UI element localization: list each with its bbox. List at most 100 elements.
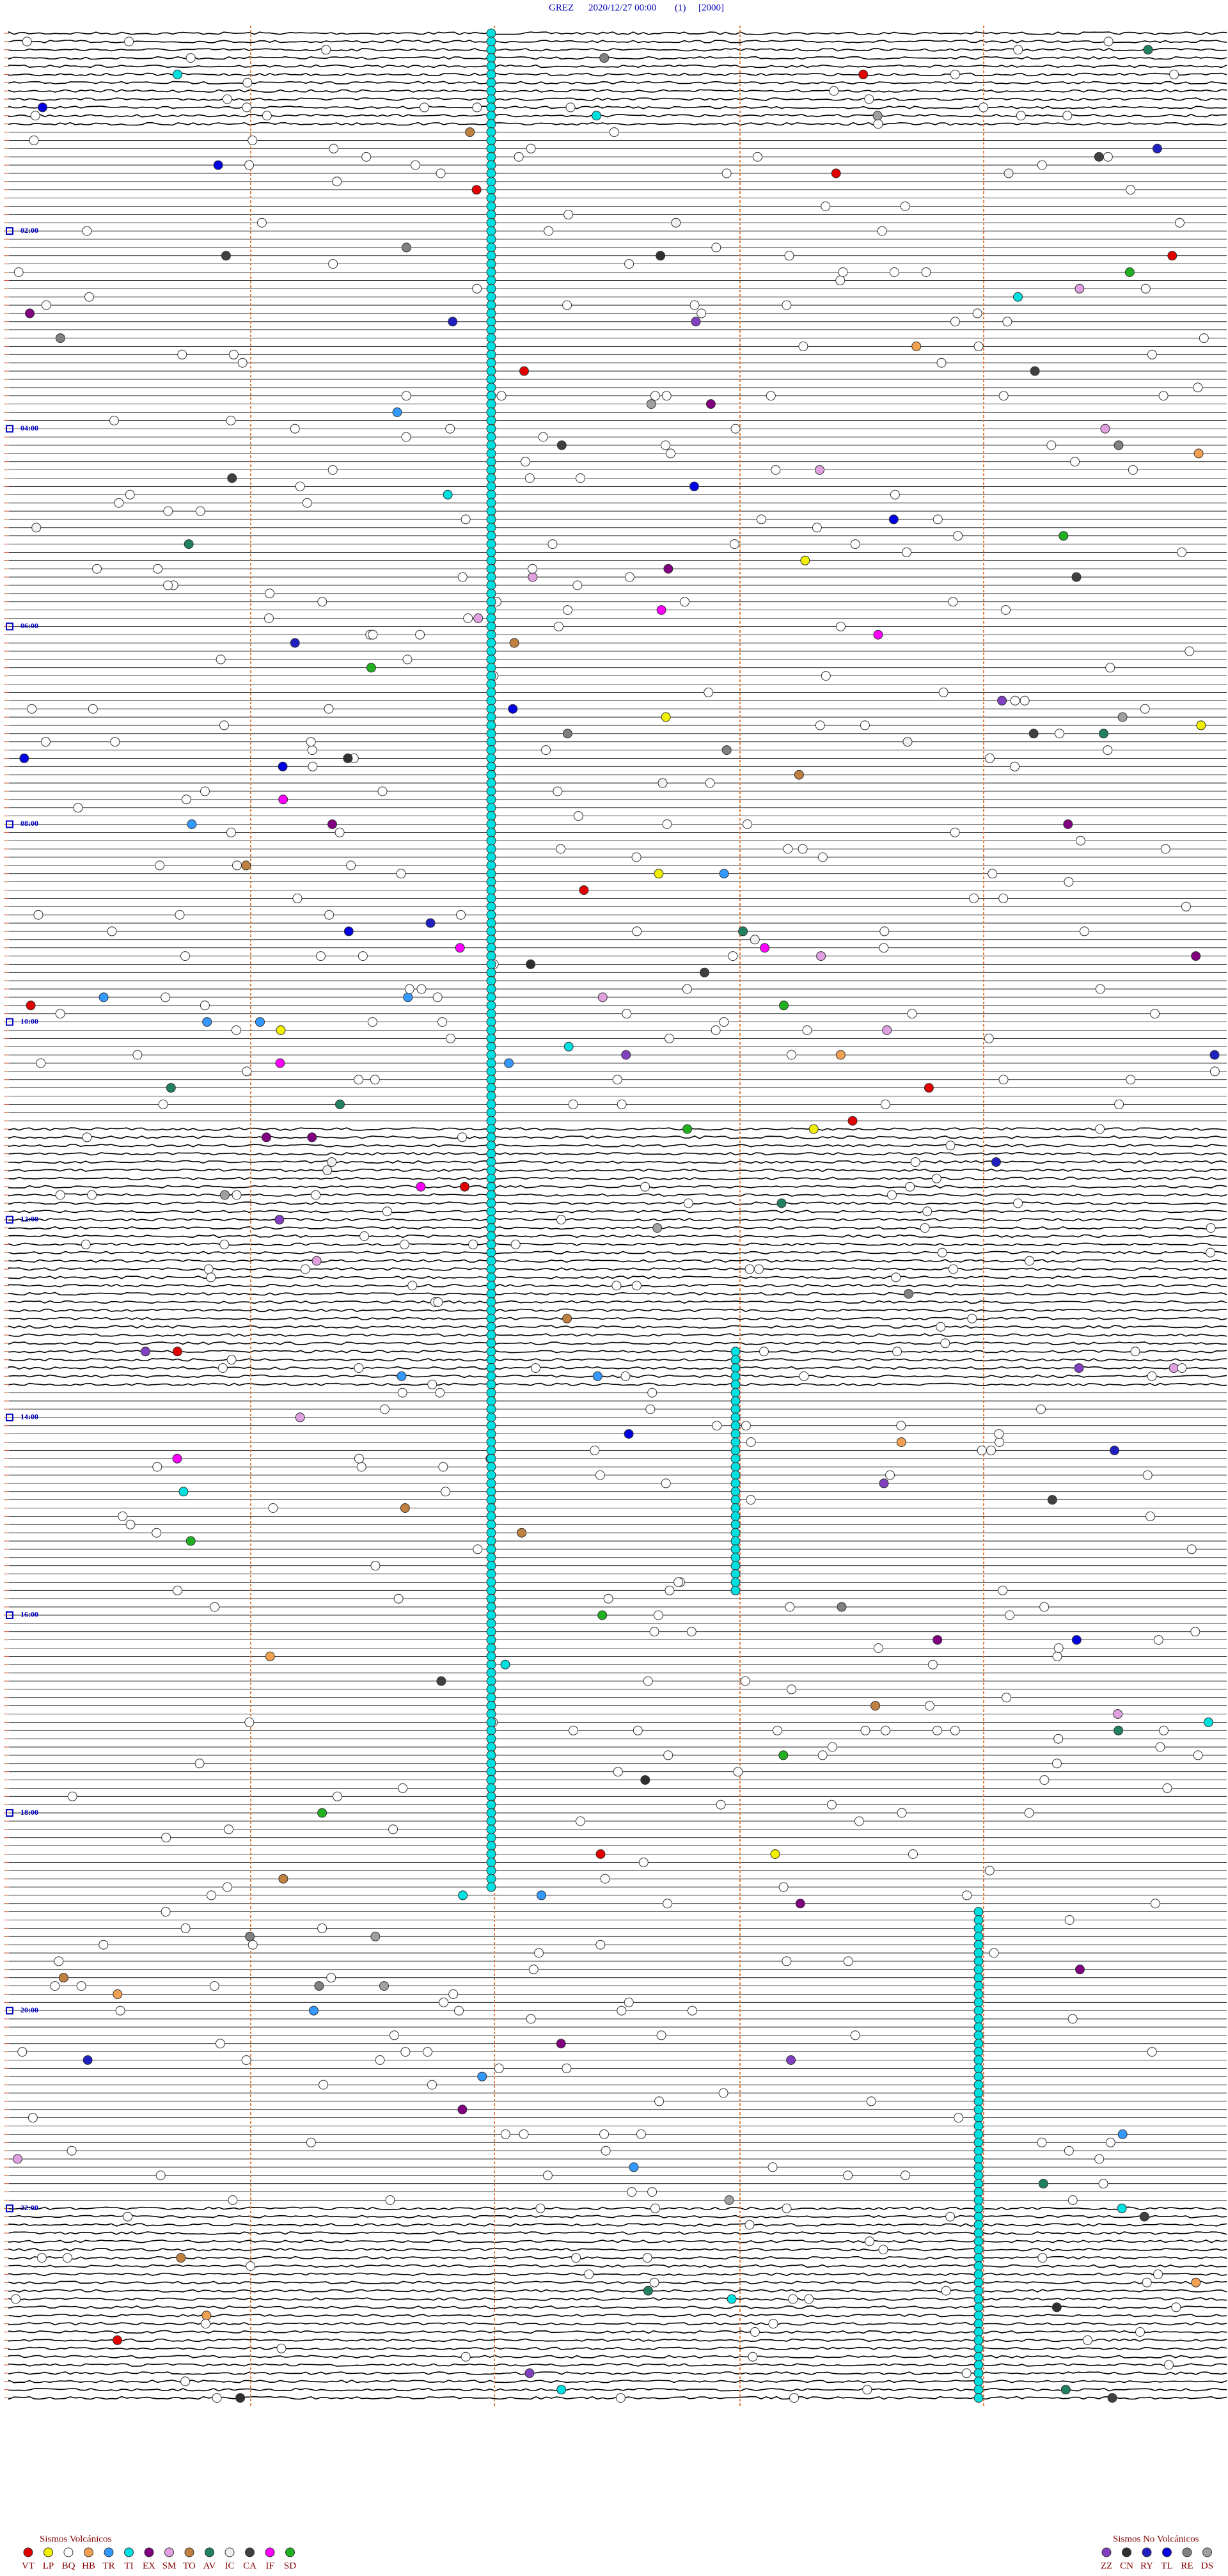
event (486, 119, 496, 129)
event (1155, 1742, 1165, 1752)
event (185, 1536, 196, 1546)
trace (8, 2240, 1227, 2243)
event (436, 1676, 446, 1686)
event (595, 1849, 606, 1859)
traces (4, 26, 1227, 2406)
event (1013, 1198, 1023, 1208)
event (486, 399, 496, 409)
event (114, 498, 124, 508)
event (398, 1783, 408, 1793)
event (973, 1973, 984, 1983)
event (665, 1585, 675, 1595)
event (815, 465, 824, 475)
event (356, 1462, 366, 1472)
event (486, 1190, 496, 1200)
event (486, 1725, 496, 1735)
event (1028, 729, 1039, 739)
event (486, 489, 496, 500)
event (486, 1041, 496, 1052)
event (382, 1206, 392, 1217)
event (460, 1181, 469, 1192)
event (486, 539, 496, 549)
event (457, 572, 468, 582)
event (486, 36, 496, 47)
event (931, 1173, 941, 1183)
event (445, 1033, 455, 1043)
event (486, 234, 496, 244)
event (622, 1009, 632, 1019)
event (1159, 1725, 1169, 1735)
event (1064, 1915, 1074, 1925)
trace (8, 1176, 1227, 1181)
event (486, 1066, 496, 1077)
event (435, 1387, 445, 1398)
event (486, 1272, 496, 1283)
trace (8, 2379, 1227, 2383)
event (226, 1355, 237, 1365)
event (908, 1849, 918, 1859)
trace (8, 81, 1227, 85)
event (921, 267, 931, 277)
event (901, 2170, 910, 2181)
event (691, 317, 701, 327)
event (73, 803, 83, 813)
legend-swatch (23, 2547, 33, 2557)
event (654, 869, 664, 879)
hour-marker (6, 1611, 13, 1619)
event (486, 1511, 496, 1521)
event (902, 737, 913, 747)
event (1024, 1808, 1034, 1818)
hour-marker (6, 2204, 13, 2213)
legend-swatch (184, 2547, 194, 2557)
event (656, 605, 666, 615)
event (486, 1173, 496, 1183)
event (329, 143, 339, 154)
event (1196, 720, 1206, 731)
event (783, 844, 793, 854)
event (740, 1676, 750, 1686)
event (486, 1478, 496, 1489)
event (843, 2170, 853, 2181)
event (1114, 1099, 1124, 1109)
event (448, 317, 458, 327)
event (486, 778, 496, 788)
event (590, 1445, 600, 1455)
event (486, 1322, 496, 1332)
trace (8, 1226, 1227, 1230)
event (1105, 2137, 1115, 2147)
event (860, 720, 870, 731)
event (730, 1503, 741, 1513)
event (748, 2351, 758, 2362)
event (973, 2022, 984, 2032)
trace (8, 122, 1227, 126)
event (730, 1553, 741, 1563)
event (486, 712, 496, 722)
event (1067, 2195, 1078, 2205)
event (821, 201, 831, 211)
trace (8, 1382, 1227, 1387)
event (1162, 1783, 1172, 1793)
event (730, 1429, 741, 1439)
event (973, 2096, 984, 2106)
event (563, 1041, 574, 1052)
event (784, 251, 794, 261)
event (220, 1190, 230, 1200)
event (1128, 465, 1138, 475)
event (124, 36, 134, 47)
event (730, 1379, 741, 1389)
event (486, 605, 496, 615)
event (161, 992, 171, 1002)
event (905, 1181, 915, 1192)
event (1169, 69, 1179, 79)
trace (8, 1276, 1227, 1279)
event (403, 992, 413, 1002)
event (973, 1964, 984, 1975)
event (636, 2129, 646, 2139)
event (609, 127, 619, 138)
event (486, 226, 496, 236)
event (194, 1758, 205, 1769)
event (486, 1297, 496, 1308)
event (486, 275, 496, 285)
event (309, 2005, 319, 2016)
event (161, 1907, 171, 1917)
